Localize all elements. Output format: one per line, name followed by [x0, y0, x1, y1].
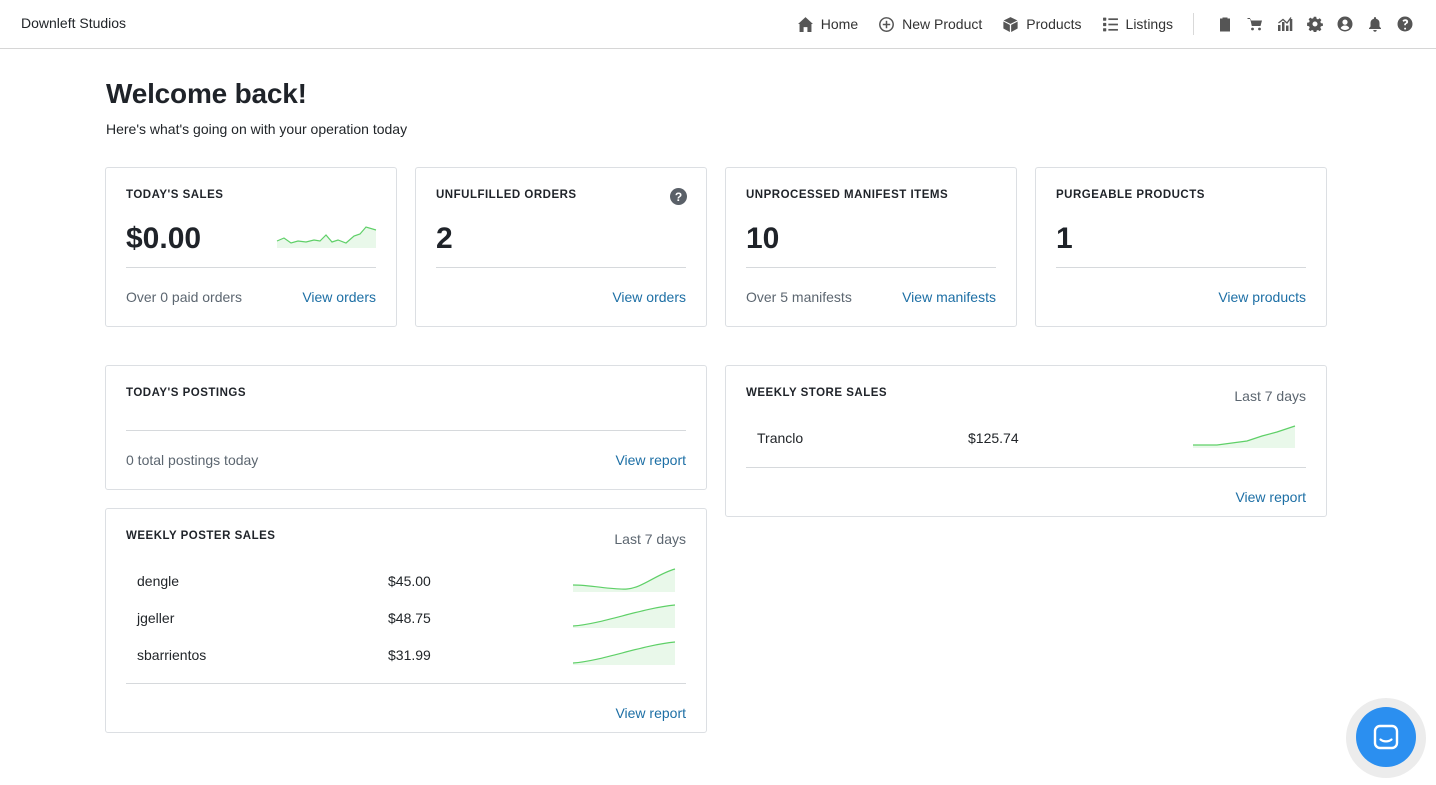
sales-sparkline — [276, 226, 377, 248]
period-label: Last 7 days — [614, 531, 686, 547]
postings-count: 0 total postings today — [126, 452, 259, 468]
store-sparkline — [1193, 425, 1296, 448]
nav-clipboard-button[interactable] — [1210, 9, 1240, 39]
view-orders-link[interactable]: View orders — [612, 289, 686, 305]
card-divider — [746, 267, 996, 268]
card-divider — [436, 267, 686, 268]
bell-icon — [1369, 17, 1381, 32]
poster-name: jgeller — [137, 610, 175, 626]
nav-account-button[interactable] — [1330, 9, 1360, 39]
card-title: UNPROCESSED MANIFEST ITEMS — [746, 189, 949, 201]
cart-icon — [1247, 18, 1262, 31]
card-divider — [746, 467, 1306, 468]
nav-cart-button[interactable] — [1240, 9, 1270, 39]
chat-icon — [1373, 724, 1399, 750]
purgeable-products-value: 1 — [1056, 222, 1073, 255]
nav-reports-button[interactable] — [1270, 9, 1300, 39]
view-report-link[interactable]: View report — [615, 705, 686, 721]
home-icon — [797, 16, 813, 32]
weekly-store-sales-card: WEEKLY STORE SALES Last 7 days Tranclo $… — [725, 365, 1327, 517]
manifests-count: Over 5 manifests — [746, 289, 852, 305]
poster-name: dengle — [137, 573, 180, 589]
nav-home-label: Home — [820, 16, 859, 32]
card-title: WEEKLY POSTER SALES — [126, 530, 276, 542]
todays-postings-card: TODAY'S POSTINGS 0 total postings today … — [105, 365, 707, 490]
manifest-items-card: UNPROCESSED MANIFEST ITEMS 10 Over 5 man… — [725, 167, 1017, 327]
nav-products-label: Products — [1026, 16, 1082, 32]
nav-divider — [1193, 13, 1194, 35]
nav-links: Home New Product Products Listings — [797, 0, 1420, 48]
nav-listings[interactable]: Listings — [1102, 16, 1173, 33]
card-title: TODAY'S POSTINGS — [126, 387, 247, 399]
unfulfilled-orders-value: 2 — [436, 222, 453, 255]
help-icon — [1397, 16, 1413, 32]
view-report-link[interactable]: View report — [615, 452, 686, 468]
view-manifests-link[interactable]: View manifests — [902, 289, 996, 305]
poster-sparkline — [572, 641, 676, 665]
gear-icon — [1307, 16, 1323, 32]
card-title: WEEKLY STORE SALES — [746, 387, 888, 399]
view-report-link[interactable]: View report — [1235, 489, 1306, 505]
nav-help-button[interactable] — [1390, 9, 1420, 39]
clipboard-icon — [1220, 17, 1230, 32]
nav-new-product[interactable]: New Product — [878, 16, 982, 33]
page-title: Welcome back! — [106, 78, 307, 109]
period-label: Last 7 days — [1234, 388, 1306, 404]
chat-button[interactable] — [1356, 707, 1416, 767]
card-title: TODAY'S SALES — [126, 189, 224, 201]
page-subtitle: Here's what's going on with your operati… — [106, 121, 408, 137]
card-title: UNFULFILLED ORDERS — [436, 189, 577, 201]
nav-listings-label: Listings — [1125, 16, 1173, 32]
view-products-link[interactable]: View products — [1218, 289, 1306, 305]
nav-notifications-button[interactable] — [1360, 9, 1390, 39]
unfulfilled-orders-card: UNFULFILLED ORDERS ? 2 View orders — [415, 167, 707, 327]
poster-sparkline — [572, 568, 676, 592]
card-title: PURGEABLE PRODUCTS — [1056, 189, 1205, 201]
poster-amount: $45.00 — [388, 573, 431, 589]
poster-name: sbarrientos — [137, 647, 207, 663]
card-divider — [126, 683, 686, 684]
weekly-poster-sales-card: WEEKLY POSTER SALES Last 7 days dengle $… — [105, 508, 707, 733]
poster-amount: $48.75 — [388, 610, 431, 626]
nav-products[interactable]: Products — [1002, 16, 1082, 33]
chart-icon — [1278, 17, 1293, 31]
help-icon[interactable]: ? — [670, 188, 687, 205]
poster-amount: $31.99 — [388, 647, 431, 663]
card-divider — [126, 267, 376, 268]
brand-name[interactable]: Downleft Studios — [21, 15, 127, 31]
cube-icon — [1003, 16, 1018, 32]
manifest-items-value: 10 — [746, 222, 780, 255]
poster-sparkline — [572, 604, 676, 628]
list-icon — [1102, 17, 1118, 31]
plus-circle-icon — [879, 16, 895, 32]
paid-orders-count: Over 0 paid orders — [126, 289, 242, 305]
user-circle-icon — [1337, 16, 1353, 32]
card-divider — [126, 430, 686, 431]
nav-home[interactable]: Home — [797, 16, 858, 33]
purgeable-products-card: PURGEABLE PRODUCTS 1 View products — [1035, 167, 1327, 327]
card-divider — [1056, 267, 1306, 268]
todays-sales-value: $0.00 — [126, 222, 202, 255]
todays-sales-card: TODAY'S SALES $0.00 Over 0 paid orders V… — [105, 167, 397, 327]
view-orders-link[interactable]: View orders — [302, 289, 376, 305]
store-amount: $125.74 — [968, 430, 1019, 446]
store-name: Tranclo — [757, 430, 804, 446]
nav-settings-button[interactable] — [1300, 9, 1330, 39]
top-navbar: Downleft Studios Home New Product Produc… — [0, 0, 1436, 49]
nav-new-product-label: New Product — [902, 16, 983, 32]
